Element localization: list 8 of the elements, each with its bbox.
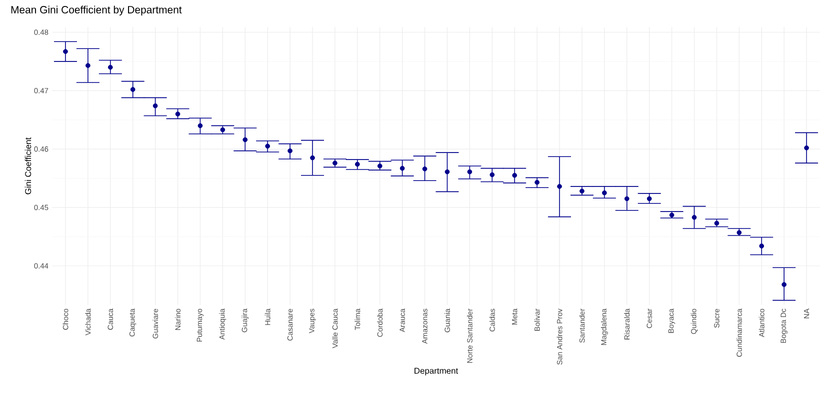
- point: [63, 49, 68, 54]
- point: [557, 184, 562, 189]
- point: [86, 63, 90, 68]
- x-axis-title: Department: [414, 368, 458, 376]
- point: [782, 282, 786, 287]
- y-axis-title: Gini Coefficient: [24, 137, 32, 194]
- point: [804, 145, 809, 150]
- chart-title: Mean Gini Coefficient by Department: [11, 6, 182, 16]
